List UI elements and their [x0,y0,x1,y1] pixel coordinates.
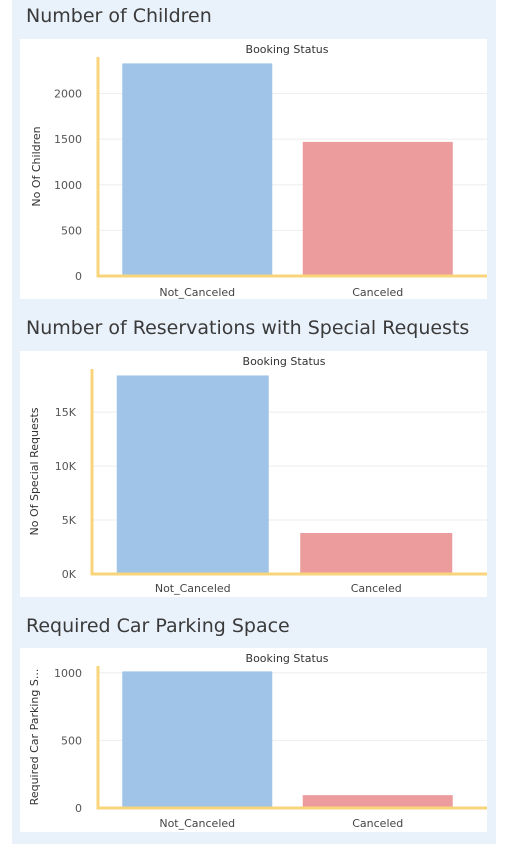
special-requests-bar-chart[interactable]: Booking Status No Of Special Requests 0K… [20,351,487,597]
y-tick-label: 2000 [54,88,82,101]
chart-title: Booking Status [246,43,329,56]
y-tick-label: 500 [61,734,82,747]
y-tick-label: 10K [55,460,77,473]
y-tick-label: 0K [62,568,77,581]
car-parking-section-title: Required Car Parking Space [26,615,290,637]
bar-not-canceled[interactable] [122,63,273,277]
x-category-label: Canceled [351,582,402,595]
x-category-label: Canceled [352,817,403,830]
bar-canceled[interactable] [302,141,453,276]
special-requests-section-title: Number of Reservations with Special Requ… [26,317,470,339]
bar-canceled[interactable] [302,795,453,808]
children-section-title: Number of Children [26,5,212,27]
x-category-label: Not_Canceled [155,582,231,595]
bar-not-canceled[interactable] [116,375,269,574]
dashboard: Number of Children Booking Status No Of … [12,0,496,844]
x-category-label: Canceled [352,286,403,299]
y-tick-label: 0 [75,270,82,283]
y-axis-label: No Of Children [30,126,43,206]
chart-title: Booking Status [243,355,326,368]
y-tick-label: 0 [75,802,82,815]
y-tick-label: 5K [62,514,77,527]
y-tick-label: 1000 [54,179,82,192]
children-bar-chart[interactable]: Booking Status No Of Children 0 500 1000 15… [20,39,487,299]
y-tick-label: 1500 [54,133,82,146]
y-tick-label: 1000 [54,667,82,680]
car-parking-chart-panel: Booking Status Required Car Parking S...… [20,648,487,832]
y-tick-label: 15K [55,406,77,419]
chart-title: Booking Status [246,652,329,665]
x-category-label: Not_Canceled [159,817,235,830]
y-axis-label: No Of Special Requests [28,407,41,535]
bar-not-canceled[interactable] [122,671,273,808]
special-requests-chart-panel: Booking Status No Of Special Requests 0K… [20,351,487,597]
children-chart-panel: Booking Status No Of Children 0 500 1000 15… [20,39,487,299]
car-parking-bar-chart[interactable]: Booking Status Required Car Parking S...… [20,648,487,832]
y-tick-label: 500 [61,224,82,237]
x-category-label: Not_Canceled [159,286,235,299]
y-axis-label: Required Car Parking S... [28,669,41,806]
bar-canceled[interactable] [300,533,453,574]
